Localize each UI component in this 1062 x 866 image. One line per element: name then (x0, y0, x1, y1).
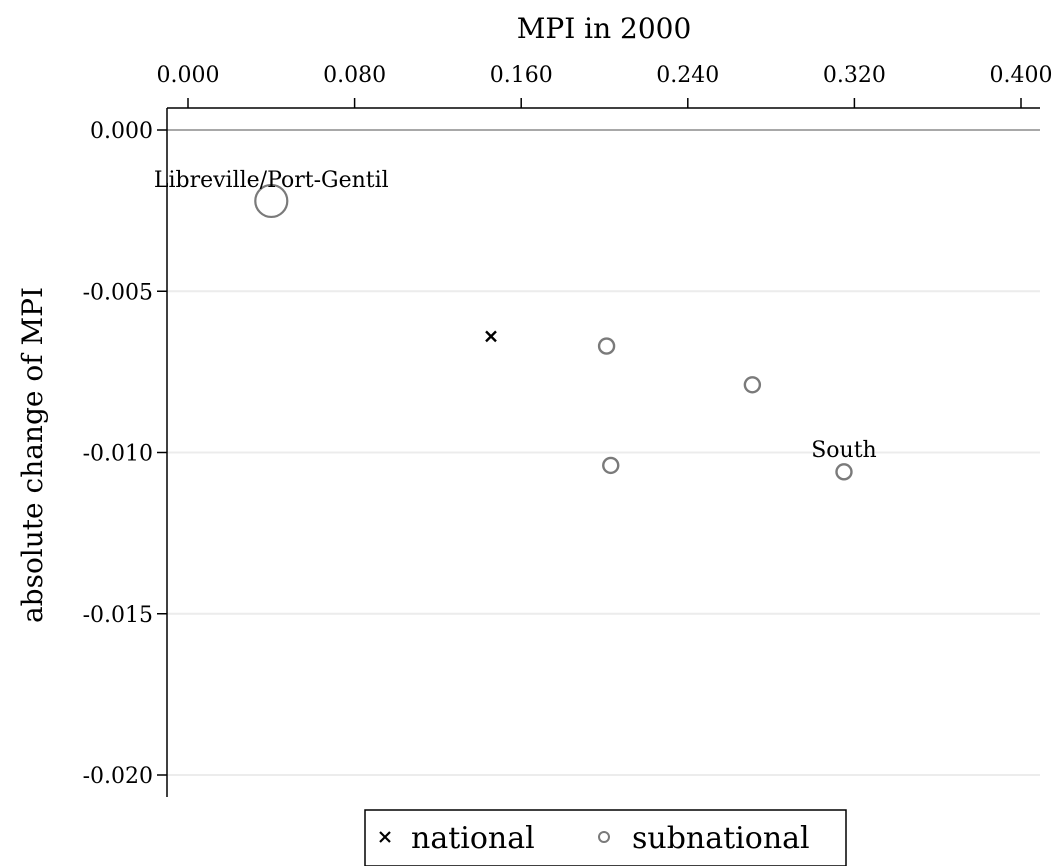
y-tick-label: -0.020 (83, 764, 153, 789)
y-axis-title: absolute change of MPI (16, 287, 49, 623)
subnational-point (597, 337, 616, 355)
point-labels: Libreville/Port-Gentil South (154, 168, 877, 463)
x-tick-label: 0.000 (157, 63, 220, 88)
subnational-point (254, 183, 289, 219)
y-tick-label: -0.010 (83, 442, 153, 467)
point-label: South (811, 438, 877, 463)
legend-national-marker (379, 831, 391, 843)
x-tick-label: 0.160 (490, 63, 553, 88)
x-tick-label: 0.320 (823, 63, 886, 88)
tick-marks: 0.000 -0.005 -0.010 -0.015 -0.020 0.000 0.080 0… (83, 63, 1053, 789)
national-point (485, 330, 497, 343)
x-axis-title: MPI in 2000 (517, 12, 692, 45)
legend-subnational-marker (598, 831, 610, 843)
legend-national-label: national (411, 821, 535, 856)
x-tick-label: 0.400 (990, 63, 1053, 88)
subnational-point (602, 456, 620, 475)
y-tick-label: -0.015 (83, 603, 153, 628)
legend-subnational-label: subnational (632, 821, 810, 856)
subnational-point (743, 376, 762, 394)
legend: national subnational (364, 809, 847, 866)
y-tick-label: 0.000 (90, 119, 153, 144)
subnational-point (835, 463, 853, 481)
x-tick-label: 0.240 (656, 63, 719, 88)
y-tick-label: -0.005 (83, 280, 153, 305)
legend-box (364, 809, 847, 866)
data-points (254, 183, 853, 481)
grid-lines (167, 129, 1040, 776)
point-label: Libreville/Port-Gentil (154, 168, 389, 193)
x-tick-label: 0.080 (323, 63, 386, 88)
